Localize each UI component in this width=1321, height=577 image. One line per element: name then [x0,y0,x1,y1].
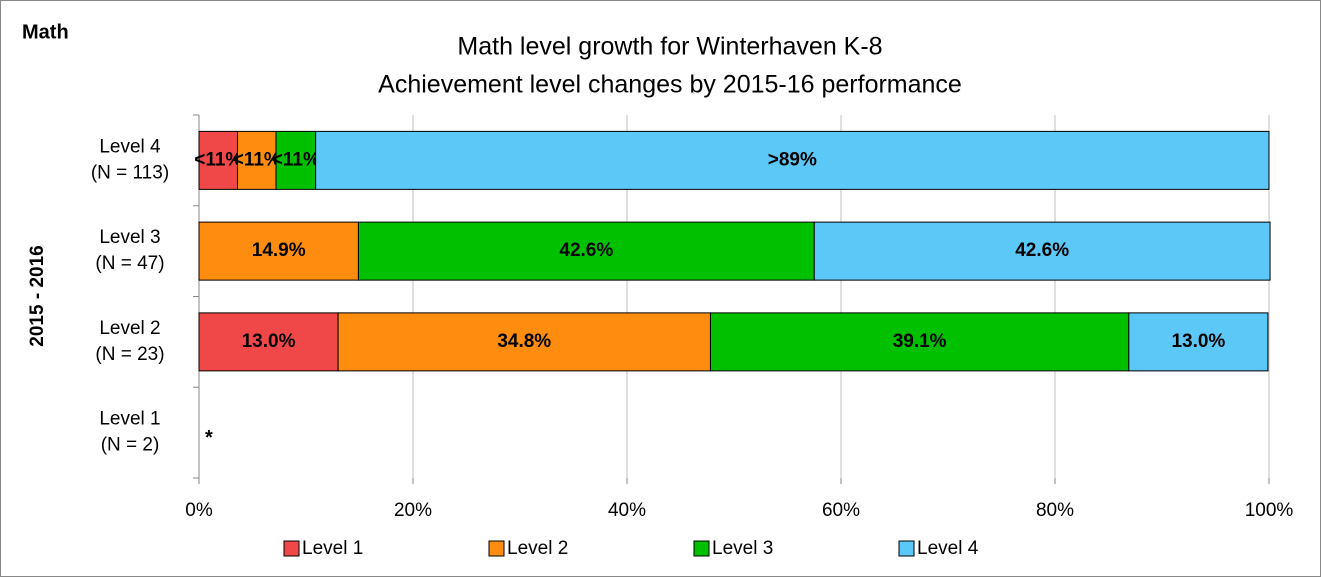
y-tick-label: Level 4 (N = 113) [91,136,169,183]
data-label: <11% [272,149,320,170]
bar-segment [315,130,1270,190]
chart-title: Math level growth for Winterhaven K-8 [457,33,882,61]
data-label: 42.6% [1015,240,1069,261]
corner-label: Math [22,21,69,43]
bar-segment [198,312,339,372]
data-label: >89% [768,149,817,170]
annotation: * [205,427,213,449]
bar-segment [1128,312,1269,372]
y-tick-label: Level 2 (N = 23) [95,318,164,365]
legend-swatch [693,540,710,557]
bar-segment [709,312,1130,372]
bar-segment [198,130,239,190]
x-tick-label: 100% [1245,500,1294,521]
y-axis-label: 2015 - 2016 [27,245,48,346]
legend-label: Level 2 [507,538,568,559]
bar-segment [357,221,815,281]
legend-label: Level 4 [917,538,979,559]
legend-swatch [488,540,505,557]
bar-segment [337,312,711,372]
x-tick-label: 0% [185,500,213,521]
x-tick-label: 80% [1036,500,1074,521]
data-label: 14.9% [252,240,306,261]
legend-label: Level 3 [712,538,773,559]
legend-swatch [898,540,915,557]
data-label: <11% [233,149,281,170]
y-tick-label: Level 1 (N = 2) [99,409,160,456]
chart-subtitle: Achievement level changes by 2015-16 per… [378,71,962,99]
x-tick-label: 40% [608,500,646,521]
data-label: 34.8% [497,331,551,352]
data-label: <11% [194,149,242,170]
bar-segment [198,221,359,281]
bar-segment [237,130,277,190]
data-label: 42.6% [559,240,613,261]
legend-swatch [283,540,300,557]
data-label: 39.1% [893,331,947,352]
y-tick-label: Level 3 (N = 47) [95,227,164,274]
x-tick-label: 60% [822,500,860,521]
x-tick-label: 20% [394,500,432,521]
legend-label: Level 1 [302,538,363,559]
bar-segment [275,130,317,190]
bar-segment [813,221,1271,281]
data-label: 13.0% [1171,331,1225,352]
data-label: 13.0% [242,331,296,352]
